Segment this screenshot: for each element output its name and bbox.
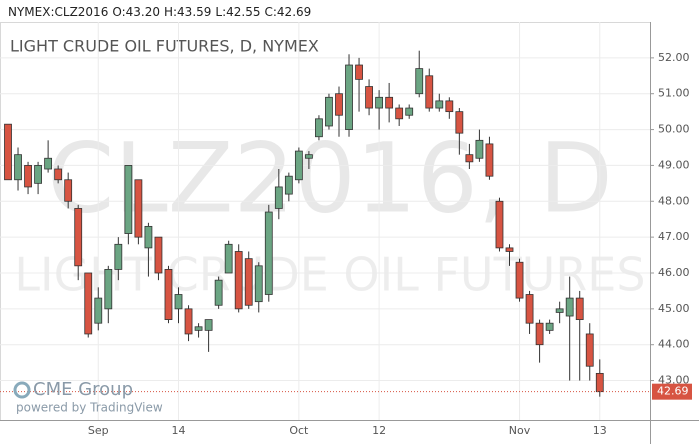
candle-body — [315, 118, 323, 138]
candle-body — [585, 333, 594, 367]
candle-body — [505, 247, 514, 252]
candle-body — [545, 322, 554, 331]
candle-body — [495, 200, 504, 249]
candle-body — [84, 272, 93, 335]
y-tick-label: 49.00 — [658, 158, 690, 171]
symbol: NYMEX:CLZ2016 — [8, 5, 108, 19]
y-tick-label: 51.00 — [658, 87, 690, 100]
y-tick-label: 44.00 — [658, 338, 690, 351]
candle-body — [575, 297, 584, 321]
candle-body — [425, 75, 434, 109]
candle-body — [134, 179, 143, 238]
x-tick-label: Oct — [289, 424, 309, 437]
candle-body — [14, 154, 22, 181]
candle-body — [54, 168, 63, 181]
candle-body — [234, 251, 243, 310]
y-tick-label: 47.00 — [658, 230, 690, 243]
candle-body — [94, 297, 103, 324]
candle-body — [365, 86, 373, 109]
candle-body — [184, 308, 193, 335]
candle-body — [114, 243, 123, 270]
candle-body — [64, 179, 73, 202]
x-tick-label: Nov — [509, 424, 531, 437]
candle-body — [44, 157, 53, 170]
ohlc-value: H:43.59 — [164, 5, 211, 19]
ohlc-value: O:43.20 — [112, 5, 160, 19]
candle-body — [194, 326, 203, 331]
candle-body — [284, 175, 293, 195]
chart-title: LIGHT CRUDE OIL FUTURES, D, NYMEX — [10, 37, 319, 56]
candle-body — [164, 269, 173, 321]
candle-body — [395, 107, 404, 120]
candle-body — [325, 96, 333, 127]
candle-body — [355, 64, 363, 80]
candle-body — [415, 68, 424, 95]
x-tick-label: 14 — [172, 424, 186, 437]
candle-body — [4, 123, 12, 181]
candle-body — [104, 269, 113, 310]
candle-body — [204, 319, 213, 331]
last-price-label: 42.69 — [657, 385, 689, 398]
candle-body — [375, 96, 384, 109]
y-tick-label: 50.00 — [658, 123, 690, 136]
y-tick-label: 48.00 — [658, 194, 690, 207]
y-tick-label: 43.00 — [658, 374, 690, 387]
y-tick-label: 46.00 — [658, 266, 690, 279]
header: NYMEX:CLZ2016 O:43.20 H:43.59 L:42.55 C:42.6… — [8, 5, 311, 19]
candle-body — [465, 154, 474, 163]
candle-body — [244, 258, 253, 306]
candle-body — [24, 165, 32, 188]
candle-body — [405, 107, 414, 116]
candle-body — [445, 100, 454, 113]
y-tick-label: 52.00 — [658, 51, 690, 64]
candle-body — [174, 294, 183, 310]
candle-body — [154, 236, 163, 274]
candle-body — [335, 93, 343, 116]
candle-body — [455, 111, 464, 134]
candle-body — [435, 100, 444, 109]
candle-body — [74, 208, 83, 267]
candle-body — [535, 322, 544, 346]
candle-body — [294, 150, 303, 181]
candle-body — [555, 308, 564, 313]
candle-body — [475, 139, 484, 159]
y-tick-label: 45.00 — [658, 302, 690, 315]
candle-body — [565, 297, 574, 317]
candle-body — [485, 143, 494, 177]
candle-body — [214, 279, 223, 306]
brand-sub: powered by TradingView — [16, 401, 163, 415]
brand: CME Group — [33, 379, 133, 400]
candle-body — [254, 265, 263, 303]
logo-icon — [13, 381, 31, 399]
x-tick-label: 13 — [593, 424, 607, 437]
ohlc-value: C:42.69 — [265, 5, 312, 19]
candle-body — [274, 186, 283, 209]
candle-body — [304, 154, 313, 159]
candle-body — [385, 96, 394, 109]
x-tick-label: 12 — [372, 424, 386, 437]
candle-body — [515, 261, 524, 299]
candle-body — [595, 372, 604, 393]
candle-body — [124, 165, 133, 234]
candle-body — [144, 225, 153, 249]
candle-body — [525, 294, 534, 324]
candle-body — [345, 64, 353, 130]
x-tick-label: Sep — [88, 424, 109, 437]
candle-body — [34, 165, 42, 184]
candle-body — [264, 211, 273, 295]
ohlc-value: L:42.55 — [215, 5, 260, 19]
last-price-tag — [652, 383, 692, 400]
candle-body — [224, 243, 233, 274]
